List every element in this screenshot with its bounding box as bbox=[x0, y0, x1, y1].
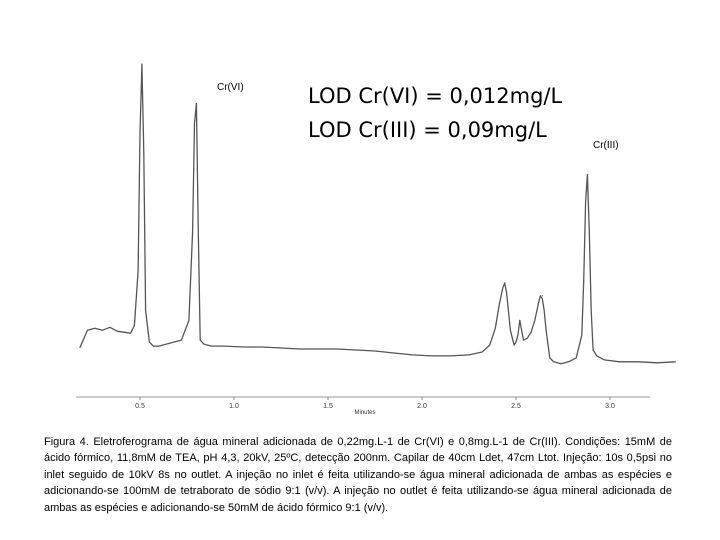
lod-cr-iii-annotation: LOD Cr(III) = 0,09mg/L bbox=[308, 118, 547, 142]
x-tick-label: 1.5 bbox=[323, 403, 333, 410]
x-tick-label: 3.0 bbox=[605, 403, 615, 410]
figure-caption: Figura 4. Eletroferograma de água minera… bbox=[44, 436, 672, 514]
peak-point-6 bbox=[586, 173, 589, 176]
series-trace bbox=[79, 63, 676, 365]
peak-point-3 bbox=[504, 282, 506, 284]
x-tick-label: 0.5 bbox=[135, 403, 145, 410]
peak-label-cr-vi: Cr(VI) bbox=[217, 82, 244, 93]
peak-point-4 bbox=[519, 319, 521, 322]
peak-label-cr-iii: Cr(III) bbox=[593, 140, 619, 151]
trace-layer bbox=[79, 63, 676, 365]
peak-point-2 bbox=[195, 102, 197, 105]
peak-point-1 bbox=[141, 63, 143, 65]
x-tick-label: 2.5 bbox=[511, 403, 521, 410]
x-tick-label: 1.0 bbox=[229, 403, 239, 410]
peak-point-5 bbox=[541, 295, 543, 297]
lod-cr-vi-annotation: LOD Cr(VI) = 0,012mg/L bbox=[308, 84, 563, 108]
x-tick-label: 2.0 bbox=[417, 403, 427, 410]
electropherogram-chart: 0.5 1.0 1.5 2.0 2.5 3.0 Minutes bbox=[76, 63, 676, 416]
x-axis: 0.5 1.0 1.5 2.0 2.5 3.0 Minutes bbox=[76, 396, 650, 416]
x-axis-title: Minutes bbox=[354, 410, 375, 416]
